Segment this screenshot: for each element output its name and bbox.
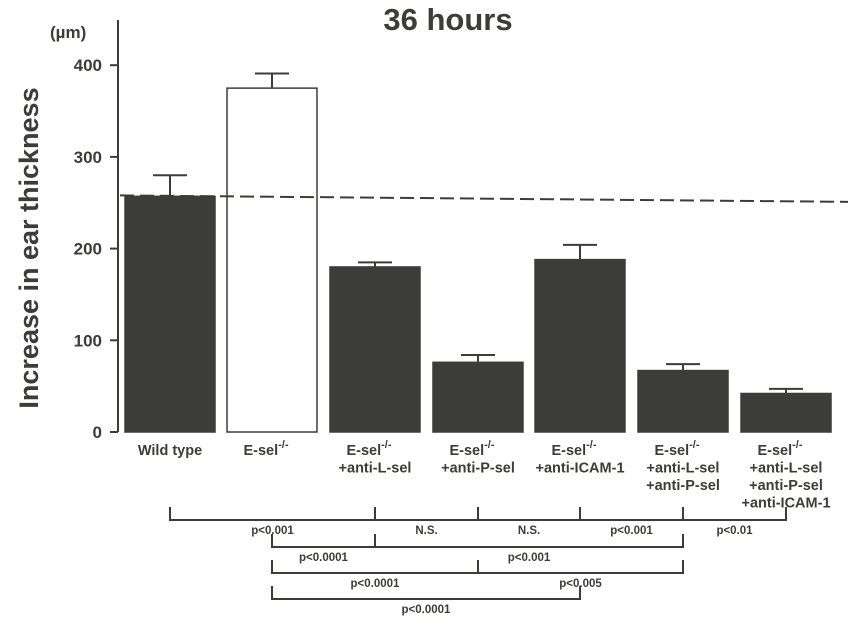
comparison-bracket: [374, 507, 479, 521]
reference-line: [119, 194, 849, 203]
comparison-bracket: [169, 507, 376, 521]
comparison-label: p<0.0001: [299, 552, 349, 564]
comparison-bracket: [374, 534, 684, 548]
comparison-label: p<0.0001: [351, 578, 401, 590]
bar: [740, 392, 832, 433]
category-label: Wild type: [138, 443, 202, 459]
comparison-bracket: [271, 586, 581, 600]
comparison-label: p<0.001: [610, 525, 653, 537]
comparison-label: p<0.01: [716, 525, 753, 537]
y-tick-label: 0: [93, 423, 102, 442]
bar: [534, 258, 626, 433]
comparison-bracket: [682, 507, 787, 521]
y-tick-label: 400: [74, 56, 102, 75]
bar: [329, 266, 421, 433]
chart-title: 36 hours: [383, 2, 512, 37]
y-tick-label: 300: [74, 148, 102, 167]
category-label: E-sel-/-+anti-ICAM-1: [535, 439, 624, 477]
category-label: E-sel-/-: [243, 439, 288, 459]
comparison-bracket: [477, 560, 684, 574]
comparison-label: p<0.001: [251, 525, 294, 537]
category-label: E-sel-/-+anti-P-sel: [441, 439, 515, 477]
y-tick-label: 100: [74, 331, 102, 350]
bar: [432, 361, 524, 433]
category-label: E-sel-/-+anti-L-sel +anti-P-sel +anti-ICAM…: [741, 439, 830, 512]
y-axis-label: Increase in ear thickness: [14, 87, 44, 408]
comparison-label: p<0.005: [559, 578, 602, 590]
category-label: E-sel-/-+anti-L-sel +anti-P-sel: [646, 439, 720, 494]
comparison-label: N.S.: [518, 525, 540, 537]
y-axis-unit: (µm): [50, 23, 86, 42]
bar: [226, 87, 318, 433]
y-tick-label: 200: [74, 240, 102, 259]
category-labels: Wild type E-sel-/- E-sel-/-+anti-L-sel E-se…: [138, 439, 831, 512]
comparison-bracket: [477, 507, 581, 521]
error-bars: [153, 72, 803, 394]
bars: [124, 87, 832, 433]
comparison-label: p<0.001: [508, 552, 551, 564]
comparison-bracket: [579, 507, 684, 521]
significance-brackets: p<0.001 N.S. N.S. p<0.001 p<0.01 p<0.0001 p<0.…: [169, 507, 787, 616]
bar: [637, 369, 729, 433]
comparison-label: p<0.0001: [402, 604, 452, 616]
comparison-label: N.S.: [415, 525, 437, 537]
y-ticks: 0 100 200 300 400: [74, 56, 118, 442]
bar: [124, 195, 216, 433]
category-label: E-sel-/-+anti-L-sel: [339, 439, 412, 477]
